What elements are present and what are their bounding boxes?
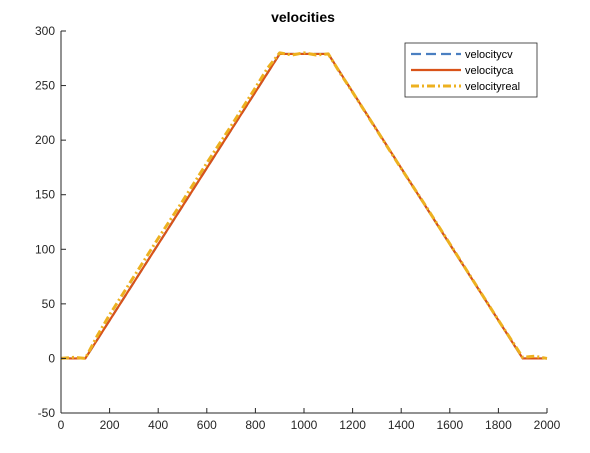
series-layer [60, 51, 548, 360]
legend-label-velocityca: velocityca [465, 65, 514, 77]
x-tick-label: 200 [100, 418, 120, 432]
y-tick-label: 300 [35, 24, 55, 38]
y-tick-label: 200 [35, 133, 55, 147]
legend-label-velocitycv: velocitycv [465, 49, 513, 61]
y-tick-label: 250 [35, 79, 55, 93]
x-tick-label: 1600 [436, 418, 463, 432]
x-tick-label: 800 [245, 418, 265, 432]
x-tick-label: 1800 [485, 418, 512, 432]
legend-label-velocityreal: velocityreal [465, 81, 520, 93]
y-tick-label: 150 [35, 188, 55, 202]
x-tick-label: 1400 [388, 418, 415, 432]
x-tick-label: 400 [148, 418, 168, 432]
series-line-velocityca [61, 52, 547, 360]
x-tick-label: 2000 [534, 418, 561, 432]
y-tick-label: 100 [35, 242, 55, 256]
y-tick-label: -50 [38, 406, 56, 420]
series-line-velocitycv [61, 52, 547, 360]
series-line-velocityreal [60, 51, 548, 360]
x-tick-label: 0 [58, 418, 65, 432]
y-tick-label: 50 [42, 297, 56, 311]
chart-title: velocities [271, 9, 335, 25]
x-tick-label: 1200 [339, 418, 366, 432]
ticks-layer: 0 200 400 600 800 1000 1200 1400 1600 1800 2000-50… [35, 24, 561, 432]
x-tick-label: 600 [197, 418, 217, 432]
legend: velocitycv velocityca velocityreal [404, 42, 538, 98]
y-tick-label: 0 [48, 351, 55, 365]
x-tick-label: 1000 [291, 418, 318, 432]
